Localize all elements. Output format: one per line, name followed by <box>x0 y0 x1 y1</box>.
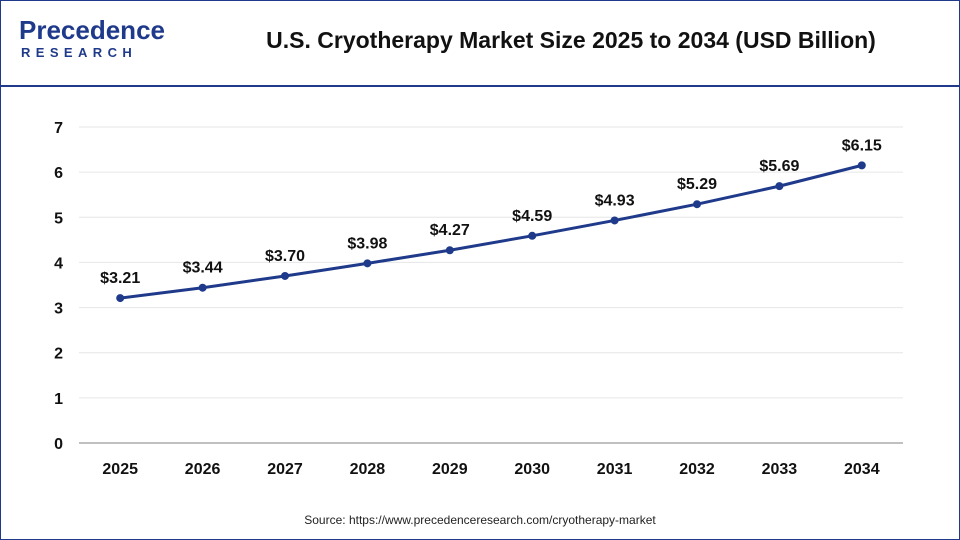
x-tick-label: 2028 <box>350 461 386 478</box>
x-tick-label: 2027 <box>267 461 303 478</box>
x-tick-label: 2025 <box>102 461 138 478</box>
data-point <box>857 161 866 170</box>
y-tick-label: 1 <box>54 391 63 408</box>
y-tick-label: 6 <box>54 165 63 182</box>
y-tick-label: 0 <box>54 436 63 453</box>
data-label: $3.70 <box>265 248 305 265</box>
data-label: $5.29 <box>677 176 717 193</box>
data-point <box>116 294 125 303</box>
data-point <box>693 200 701 209</box>
y-tick-label: 2 <box>54 346 63 363</box>
brand-logo: Precedence RESEARCH <box>19 15 169 75</box>
data-label: $4.27 <box>430 222 470 239</box>
data-point <box>528 231 537 240</box>
chart-title: U.S. Cryotherapy Market Size 2025 to 203… <box>266 27 876 53</box>
data-point <box>610 216 619 225</box>
data-point <box>281 271 289 280</box>
data-point <box>775 182 784 191</box>
x-tick-label: 2032 <box>679 461 715 478</box>
data-label: $4.93 <box>595 192 635 209</box>
header: Precedence RESEARCH U.S. Cryotherapy Mar… <box>1 1 959 87</box>
data-point <box>445 246 454 255</box>
y-tick-label: 7 <box>54 120 63 137</box>
gridlines <box>79 126 903 399</box>
data-label: $4.59 <box>512 208 552 225</box>
data-point <box>198 283 207 292</box>
x-tick-label: 2031 <box>597 461 633 478</box>
logo-wordmark: Precedence <box>19 15 165 45</box>
x-tick-label: 2033 <box>762 461 798 478</box>
y-tick-label: 4 <box>54 255 63 272</box>
series <box>116 161 866 303</box>
data-label: $5.69 <box>759 158 799 175</box>
axes: 0 1 2 3 4 5 6 7 2025 2026 2027 2028 2029 2030 2031 2032… <box>54 120 903 478</box>
line-chart: 0 1 2 3 4 5 6 7 2025 2026 2027 2028 2029 2030 2031 2032… <box>54 120 903 478</box>
data-labels: $3.21 $3.44 $3.70 $3.98 $4.27 $4.59 $4.93 $5.29… <box>100 137 882 287</box>
source-note: Source: https://www.precedenceresearch.c… <box>304 513 656 527</box>
y-tick-label: 5 <box>54 210 63 227</box>
y-tick-label: 3 <box>54 301 63 318</box>
x-tick-label: 2030 <box>514 461 550 478</box>
data-label: $3.98 <box>347 235 387 252</box>
series-line <box>120 163 863 300</box>
data-label: $3.44 <box>183 260 223 277</box>
logo-subtitle: RESEARCH <box>21 45 138 60</box>
x-tick-label: 2026 <box>185 461 221 478</box>
data-point <box>363 259 372 268</box>
x-tick-label: 2034 <box>844 461 880 478</box>
x-tick-label: 2029 <box>432 461 468 478</box>
data-label: $3.21 <box>100 270 140 287</box>
data-label: $6.15 <box>842 137 882 154</box>
